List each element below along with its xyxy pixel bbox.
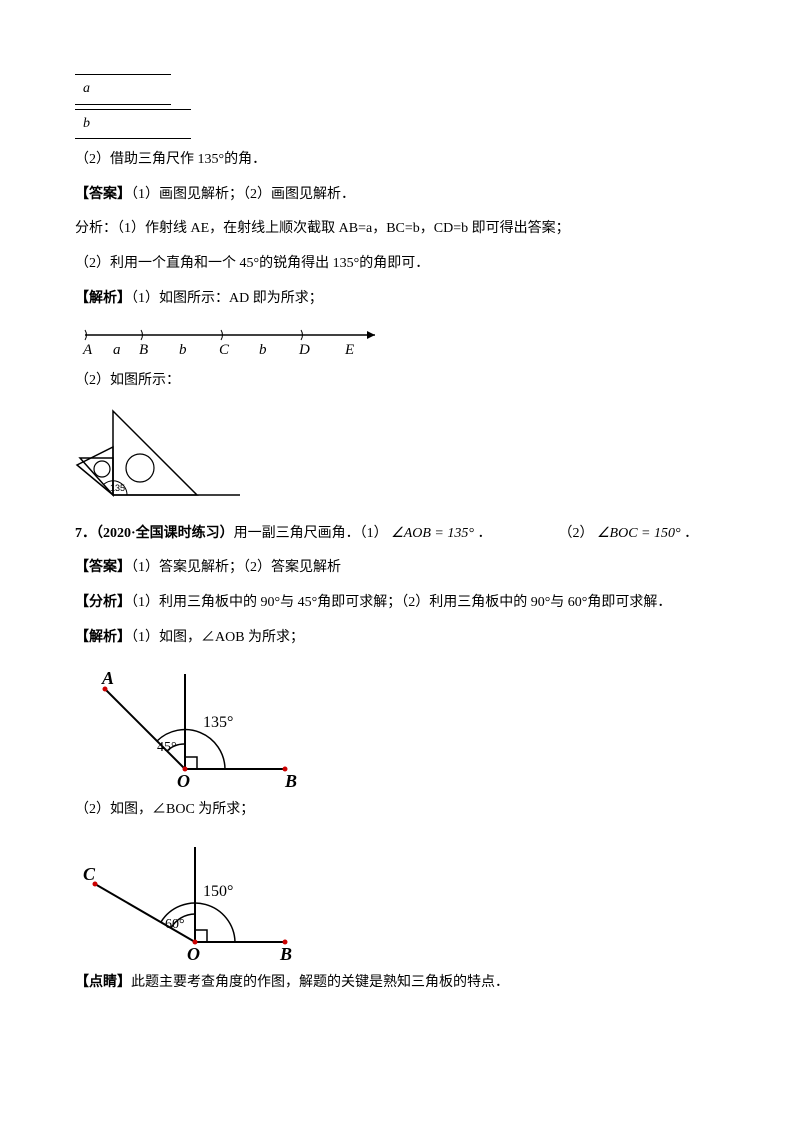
- q7-num: 7．: [75, 526, 96, 541]
- solution1b-line: （2）如图所示：: [75, 368, 719, 395]
- figure-triangles-135: 135: [75, 403, 719, 513]
- q7-src: （2020·全国课时练习）: [96, 526, 234, 541]
- figure-boc-150: C O B 60° 150°: [75, 832, 719, 962]
- line-E: E: [344, 342, 354, 358]
- solution2-text: （1）如图，∠AOB 为所求；: [131, 630, 304, 645]
- solution2b-line: （2）如图，∠BOC 为所求；: [75, 797, 719, 824]
- segment-a: a: [75, 74, 171, 105]
- fig150-C: C: [83, 864, 96, 884]
- figure-aob-135: A O B 45° 135°: [75, 659, 719, 789]
- analysis1-line: 分析：（1）作射线 AE，在射线上顺次截取 AB=a，BC=b，CD=b 即可得…: [75, 216, 719, 243]
- line-A: A: [82, 342, 93, 358]
- line-Bpt: B: [139, 342, 148, 358]
- fig135-O: O: [177, 771, 190, 789]
- fig135-A: A: [101, 668, 114, 688]
- q7-line: 7．（2020·全国课时练习）用一副三角尺画角．（1） ∠AOB = 135° …: [75, 521, 719, 548]
- line-b1: b: [179, 342, 187, 358]
- solution2-line: 【解析】（1）如图，∠AOB 为所求；: [75, 625, 719, 652]
- segment-b: b: [75, 109, 191, 140]
- fig135-135: 135°: [203, 714, 233, 731]
- fig135-45: 45°: [157, 740, 177, 755]
- solution1-text: （1）如图所示：AD 即为所求；: [131, 291, 323, 306]
- q7-eq2: ∠BOC = 150°: [597, 526, 681, 541]
- fig150-O: O: [187, 944, 200, 962]
- line-a: a: [113, 342, 121, 358]
- fig150-B: B: [279, 944, 292, 962]
- fenxi-text: （1）利用三角板中的 90°与 45°角即可求解；（2）利用三角板中的 90°与…: [131, 595, 671, 610]
- fenxi-line: 【分析】（1）利用三角板中的 90°与 45°角即可求解；（2）利用三角板中的 …: [75, 590, 719, 617]
- dianjing-label: 【点睛】: [75, 975, 131, 990]
- solution1-line: 【解析】（1）如图所示：AD 即为所求；: [75, 286, 719, 313]
- line-C: C: [219, 342, 230, 358]
- fenxi-label: 【分析】: [75, 595, 131, 610]
- answer2-line: 【答案】（1）答案见解析；（2）答案见解析: [75, 555, 719, 582]
- dianjing-line: 【点睛】此题主要考查角度的作图，解题的关键是熟知三角板的特点．: [75, 970, 719, 997]
- figure-number-line: A a B b C b D E: [75, 320, 719, 360]
- answer2-label: 【答案】: [75, 560, 131, 575]
- solution2-label: 【解析】: [75, 630, 131, 645]
- answer1-text: （1）画图见解析；（2）画图见解析．: [131, 187, 355, 202]
- answer2-text: （1）答案见解析；（2）答案见解析: [131, 560, 341, 575]
- q7-sep: ．: [477, 526, 491, 541]
- text-q2: （2）借助三角尺作 135°的角．: [75, 147, 719, 174]
- answer1-label: 【答案】: [75, 187, 131, 202]
- answer1-line: 【答案】（1）画图见解析；（2）画图见解析．: [75, 182, 719, 209]
- dianjing-text: 此题主要考查角度的作图，解题的关键是熟知三角板的特点．: [131, 975, 509, 990]
- q7-text: 用一副三角尺画角．（1）: [234, 526, 388, 541]
- tri-angle-label: 135: [110, 483, 125, 493]
- seg-b-label: b: [83, 116, 90, 131]
- q7-eq1: ∠AOB = 135°: [391, 526, 474, 541]
- fig150-60: 60°: [165, 917, 185, 932]
- line-D: D: [298, 342, 310, 358]
- solution1-label: 【解析】: [75, 291, 131, 306]
- q7-end: ．: [684, 526, 698, 541]
- fig135-B: B: [284, 771, 297, 789]
- seg-a-label: a: [83, 81, 90, 96]
- line-b2: b: [259, 342, 267, 358]
- analysis1b-line: （2）利用一个直角和一个 45°的锐角得出 135°的角即可．: [75, 251, 719, 278]
- q7-part2: （2）: [558, 526, 593, 541]
- fig150-150: 150°: [203, 883, 233, 900]
